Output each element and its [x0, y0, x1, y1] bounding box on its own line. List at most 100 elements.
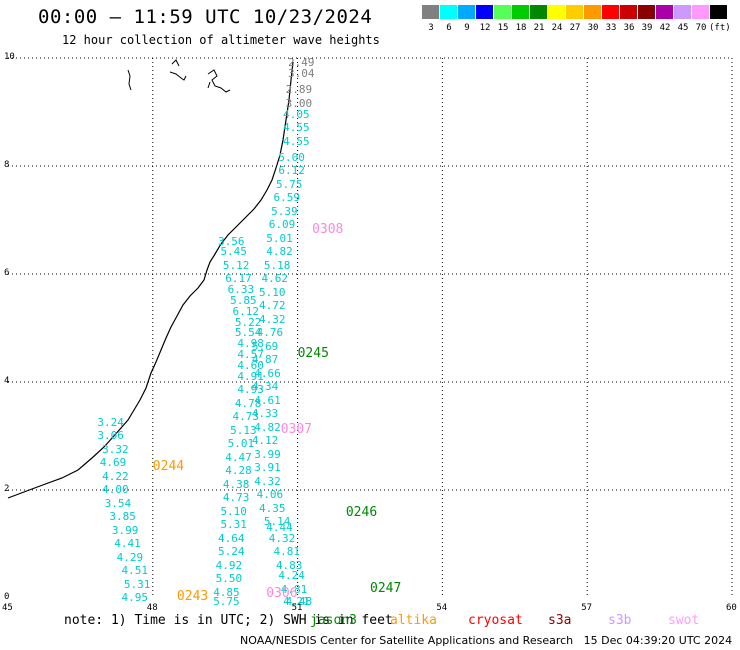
satellite-legend-item: altika: [390, 613, 437, 628]
wave-height-value: 5.10: [220, 504, 247, 518]
legend-swatch-label: 15: [497, 23, 509, 33]
wave-height-value: 5.50: [215, 572, 243, 586]
map-subtitle: 12 hour collection of altimeter wave hei…: [62, 33, 380, 47]
pass-time-label: 0307: [280, 421, 313, 437]
legend-swatch-label: 9: [464, 23, 470, 33]
satellite-legend-item: cryosat: [468, 613, 523, 628]
wave-height-value: 5.14: [263, 515, 291, 529]
wave-height-value: 6.12: [232, 304, 260, 318]
wave-height-value: 3.06: [97, 429, 124, 442]
x-tick-label: 54: [436, 603, 448, 613]
wave-height-value: 3.91: [254, 461, 281, 475]
wave-height-value: 2.89: [285, 83, 313, 97]
legend-swatch: [476, 5, 493, 19]
wave-height-value: 6.09: [268, 218, 296, 232]
wave-height-value: 4.78: [234, 396, 262, 410]
x-tick-label: 51: [291, 603, 303, 613]
wave-height-value: 2.49: [288, 56, 315, 70]
wave-height-value: 5.01: [266, 231, 293, 245]
wave-height-value: 4.00: [102, 483, 129, 496]
wave-height-value: 4.91: [237, 369, 264, 383]
x-tick-label: 60: [726, 603, 737, 613]
pass-time-label: 0245: [297, 346, 329, 361]
wave-height-value: 5.85: [230, 294, 257, 307]
wave-height-value: 3.24: [97, 415, 124, 429]
y-tick-label: 0: [4, 592, 10, 602]
wave-height-value: 4.61: [254, 393, 281, 407]
legend-swatch-label: 39: [641, 23, 653, 33]
legend-swatch: [620, 5, 637, 19]
y-tick-label: 2: [4, 484, 10, 494]
y-tick-label: 4: [4, 376, 10, 386]
satellite-legend-item: s3b: [608, 613, 632, 628]
legend-swatch: [422, 5, 439, 19]
legend-swatch-label: 24: [551, 23, 563, 33]
legend-swatch: [458, 5, 475, 19]
wave-height-value: 4.93: [237, 383, 264, 397]
wave-height-value: 4.29: [116, 550, 144, 564]
wave-height-value: 4.98: [237, 337, 264, 351]
wave-height-value: 4.69: [99, 456, 127, 469]
wave-height-value: 4.57: [237, 348, 264, 361]
wave-height-value: 4.24: [278, 569, 305, 583]
wave-height-value: 5.00: [278, 150, 305, 164]
wave-height-value: 5.75: [275, 177, 303, 191]
wave-height-value: 3.56: [218, 234, 245, 248]
wave-height-value: 4.76: [256, 326, 284, 340]
legend-swatch-label: 6: [446, 23, 452, 33]
pass-time-label: 0243: [176, 589, 209, 604]
wave-height-value: 4.64: [218, 531, 245, 545]
y-tick-label: 10: [4, 52, 15, 62]
wave-height-value: 4.83: [275, 558, 303, 572]
wave-height-value: 4.51: [121, 564, 148, 577]
wave-height-value: 4.82: [266, 245, 293, 259]
wave-height-value: 5.75: [213, 595, 240, 608]
wave-height-value: 4.38: [222, 477, 250, 491]
color-scale-legend: 3 6 9 12 15 18 21 24 27 30 33 36 39 42 45 70 (ft): [422, 5, 731, 35]
wave-height-value: 4.05: [283, 107, 310, 121]
footnote: note: 1) Time is in UTC; 2) SWH is in fe…: [64, 613, 393, 628]
wave-height-value: 6.17: [225, 272, 252, 286]
legend-swatch: [584, 5, 601, 19]
legend-swatch-label: 30: [587, 23, 599, 33]
wave-height-value: 4.47: [225, 450, 252, 464]
legend-swatch: [548, 5, 565, 19]
legend-swatch: [710, 5, 727, 19]
wave-height-value: 3.99: [111, 523, 139, 537]
wave-height-value: 3.99: [254, 447, 281, 461]
legend-swatch-label: 27: [569, 23, 581, 33]
wave-height-value: 4.22: [102, 469, 129, 483]
wave-height-value: 4.81: [273, 545, 301, 559]
wave-height-value: 4.95: [121, 591, 148, 604]
wave-height-value: 3.85: [109, 510, 136, 523]
satellite-legend-item: swot: [668, 613, 700, 628]
legend-swatch: [494, 5, 511, 19]
wave-height-value: 5.13: [230, 423, 257, 437]
wave-height-value: 4.32: [268, 531, 296, 545]
wave-height-value: 5.69: [251, 339, 279, 353]
wave-height-value: 5.22: [234, 315, 262, 329]
wave-height-value: 4.06: [256, 488, 284, 502]
satellite-legend-item: s3a: [548, 613, 572, 628]
y-tick-label: 8: [4, 160, 10, 170]
wave-height-value: 4.28: [225, 464, 252, 478]
wave-height-value: 4.32: [259, 312, 286, 326]
legend-swatch-label: 18: [515, 23, 527, 33]
wave-height-value: 4.72: [259, 299, 286, 313]
map-title: 00:00 – 11:59 UTC 10/23/2024: [38, 6, 373, 28]
satellite-legend-item: jason3: [310, 613, 357, 628]
island-3: [207, 69, 231, 93]
wave-height-value: 4.55: [283, 134, 310, 148]
wave-height-value: 5.12: [222, 258, 250, 272]
legend-swatch-label: 45: [677, 23, 689, 33]
legend-swatch: [674, 5, 691, 19]
wave-height-value: 4.92: [215, 558, 243, 572]
wave-height-value: 4.34: [251, 380, 279, 394]
legend-swatch: [656, 5, 673, 19]
wave-height-value: 5.24: [218, 545, 245, 559]
wave-height-value: 3.04: [288, 67, 315, 81]
legend-swatch-label: 33: [605, 23, 617, 33]
legend-swatch: [530, 5, 547, 19]
wave-height-value: 4.35: [259, 501, 286, 515]
